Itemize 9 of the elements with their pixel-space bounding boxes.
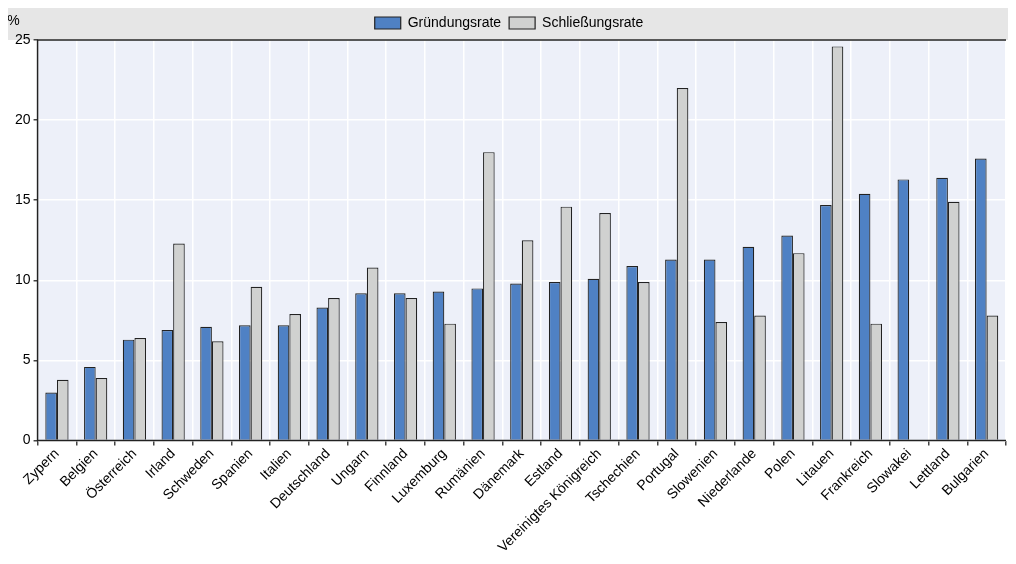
y-tick-label: 15 [14, 191, 31, 208]
y-tick-label: 10 [14, 271, 31, 288]
y-tick-label: 0 [22, 431, 31, 448]
y-axis-title: % [7, 11, 20, 28]
y-tick-label: 25 [14, 30, 31, 47]
legend-label: Gründungsrate [407, 13, 502, 30]
y-tick-label: 5 [22, 351, 31, 368]
legend-label: Schließungsrate [542, 13, 644, 30]
y-tick-label: 20 [14, 110, 31, 127]
